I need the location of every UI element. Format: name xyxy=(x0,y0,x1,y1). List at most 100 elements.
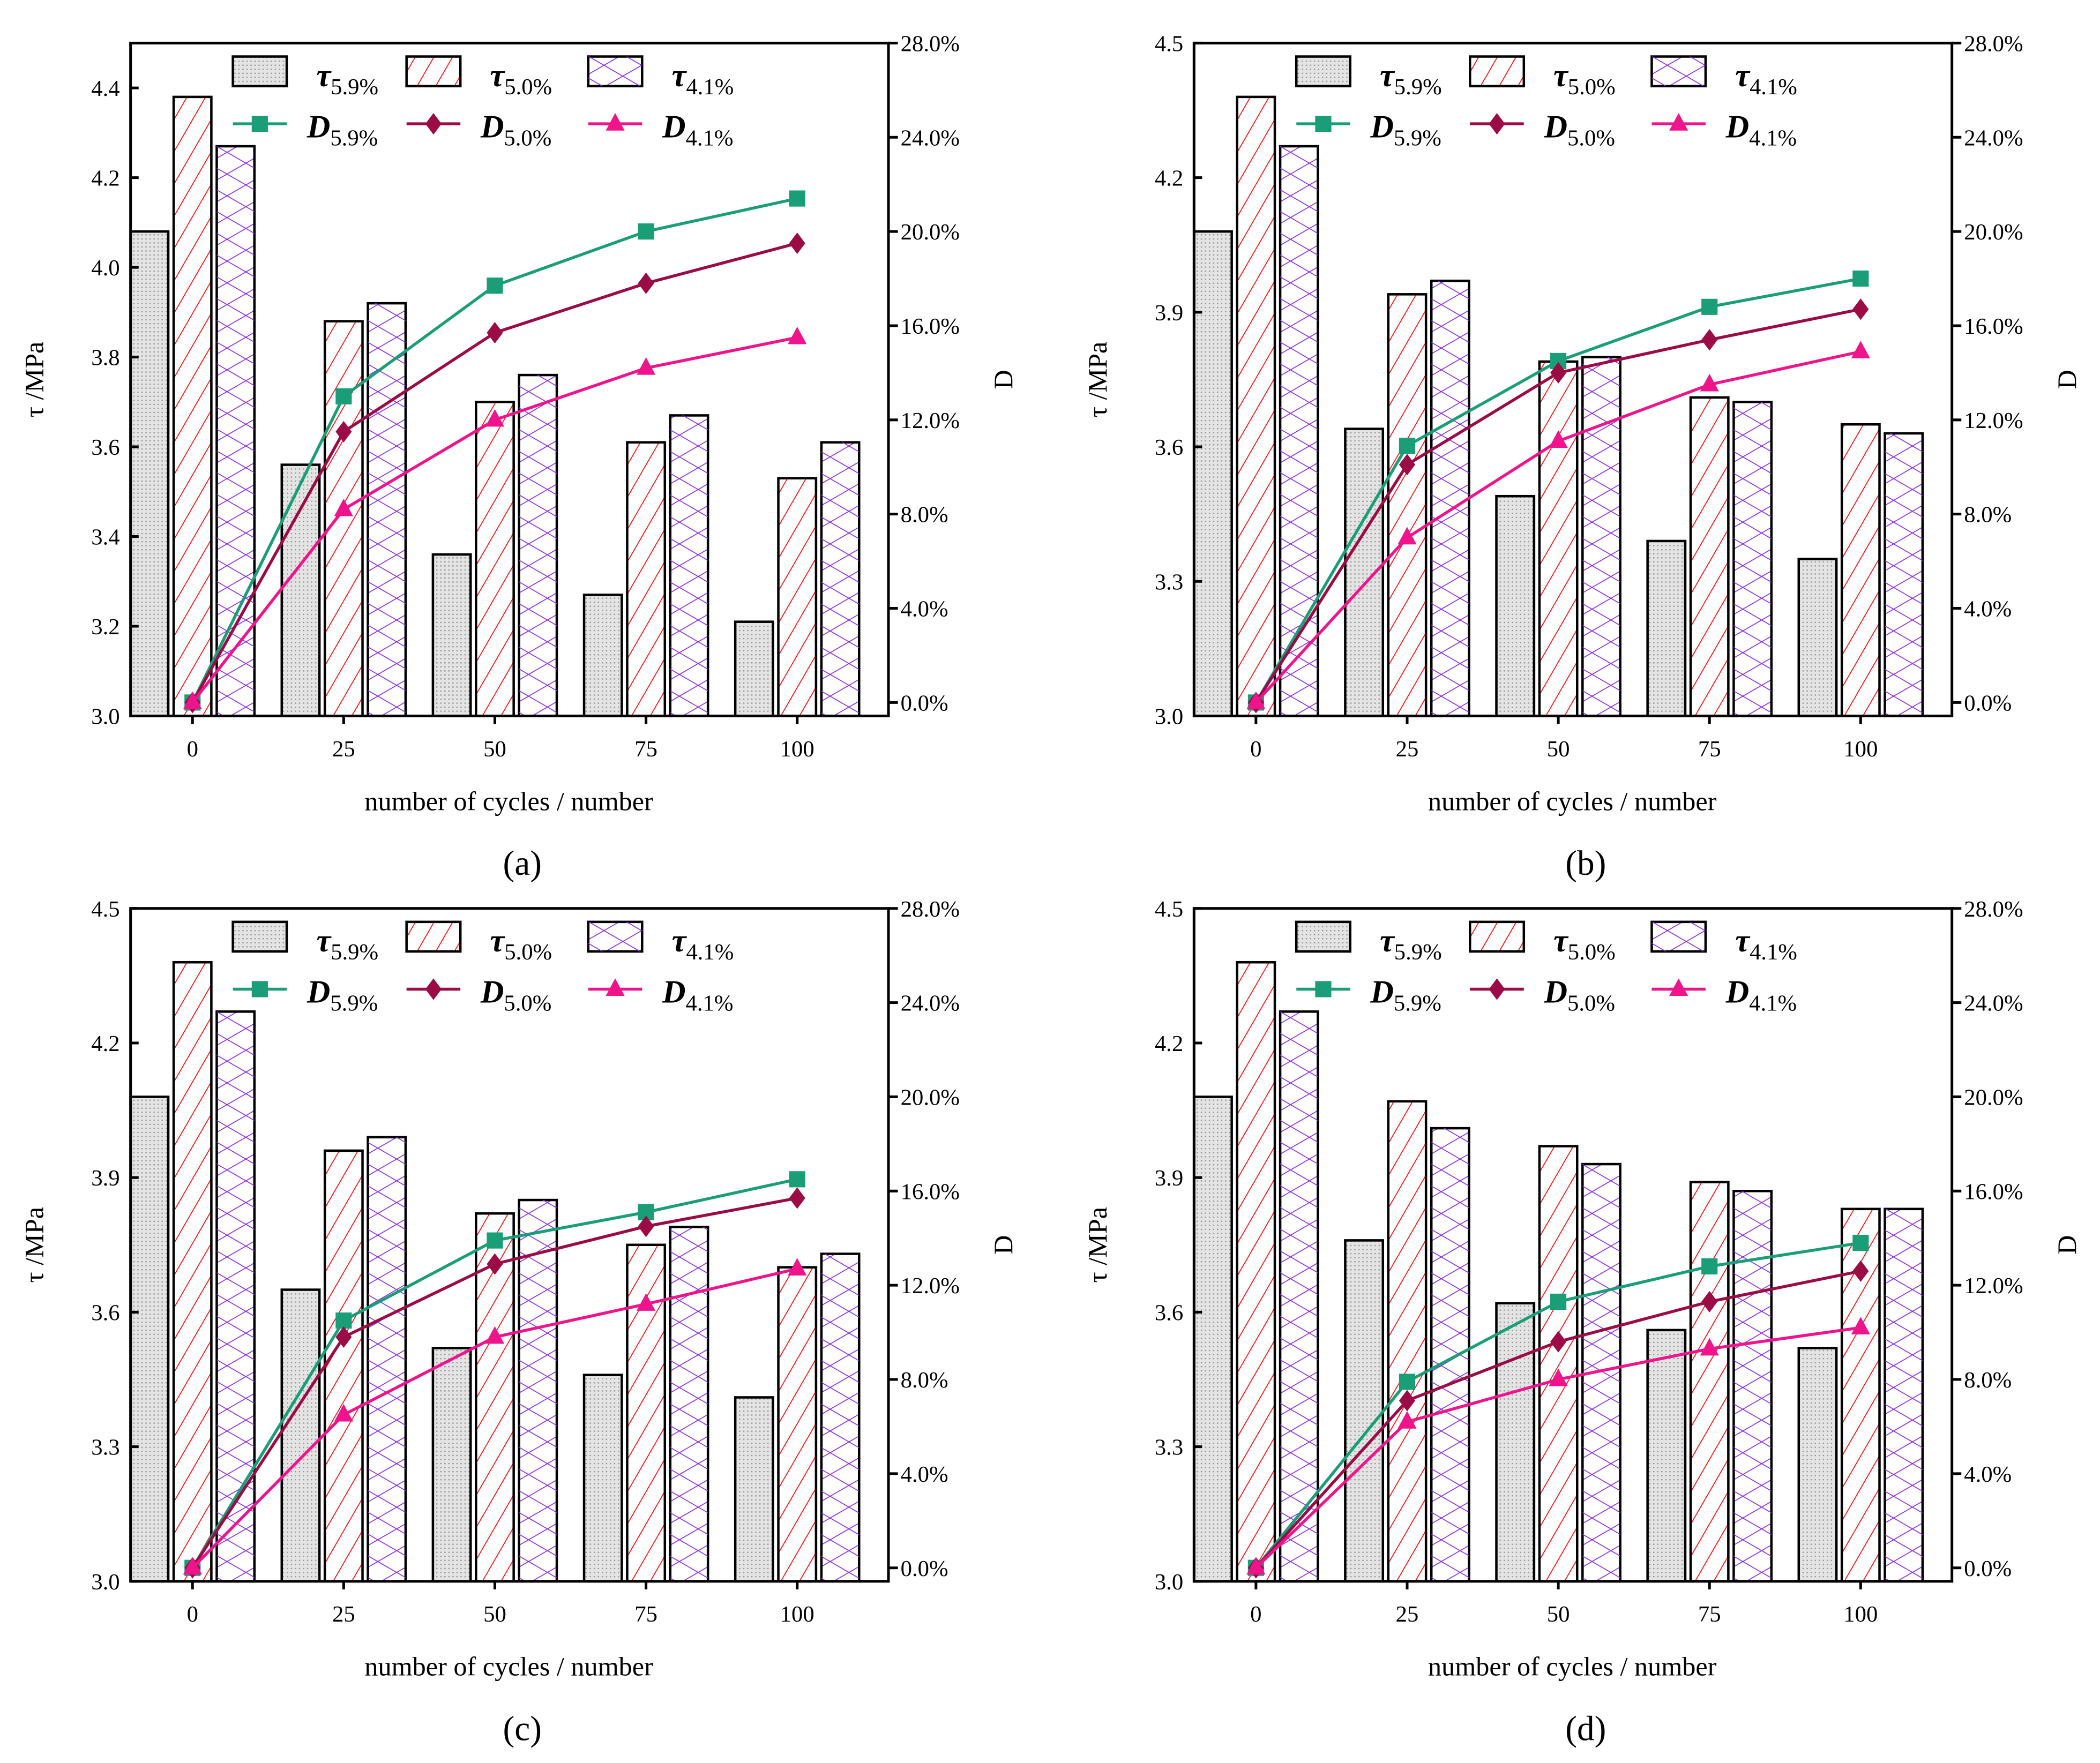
bar-crosshatch-overlay xyxy=(1431,281,1469,716)
x-tick-label: 100 xyxy=(1843,737,1878,762)
legend-symbol: D xyxy=(1543,109,1567,145)
y2-axis-label: D xyxy=(988,1235,1018,1255)
bar-crosshatch-overlay xyxy=(1582,357,1620,716)
legend-label-τ5.0%: τ5.0% xyxy=(490,58,552,100)
bar-crosshatch-overlay xyxy=(670,1227,708,1581)
legend-subscript: 5.0% xyxy=(504,125,551,151)
chart-panel-0: 3.0 3.2 3.4 3.6 3.8 4.0 4.2 4.4 0.0% 4.0% 8.0% 12.0… xyxy=(19,31,1018,882)
y2-tick-label: 20.0% xyxy=(901,1085,960,1111)
x-tick-label: 0 xyxy=(187,737,198,762)
legend-subscript: 4.1% xyxy=(1749,125,1797,151)
x-axis-label: number of cycles / number xyxy=(1428,786,1717,816)
bar-τ5.9% xyxy=(1344,1239,1385,1583)
point-D4.1% xyxy=(1246,1557,1266,1575)
plot-frame xyxy=(1192,41,1954,718)
y2-tick-label: 20.0% xyxy=(1964,1085,2023,1111)
bar-τ5.9% xyxy=(1797,558,1838,717)
y2-axis-label: D xyxy=(2052,1235,2082,1255)
x-tick-label: 0 xyxy=(187,1602,198,1627)
legend-subscript: 5.0% xyxy=(504,940,552,965)
bar-crosshatch-overlay xyxy=(670,415,708,716)
point-D5.0% xyxy=(1399,454,1416,476)
point-D5.0% xyxy=(1852,298,1869,320)
point-D5.0% xyxy=(789,232,805,254)
legend-label-D4.1%: D4.1% xyxy=(662,974,733,1016)
y2-tick-label: 20.0% xyxy=(901,220,960,245)
y2-tick-label: 12.0% xyxy=(1964,1273,2023,1299)
legend-marker-D5.9% xyxy=(251,981,268,997)
panel-label: (a) xyxy=(503,844,541,883)
bar-τ5.0% xyxy=(777,477,818,717)
legend-swatch-τ5.9% xyxy=(231,55,288,88)
legend-label-τ5.9%: τ5.9% xyxy=(316,923,378,965)
legend-swatch-overlay xyxy=(1651,921,1706,952)
bar-crosshatch-overlay xyxy=(519,1200,557,1581)
point-D5.9% xyxy=(789,1171,805,1188)
x-axis-label: number of cycles / number xyxy=(364,786,653,816)
point-D4.1% xyxy=(1700,1338,1719,1356)
legend-symbol: τ xyxy=(490,58,505,94)
panel-label: (d) xyxy=(1565,1709,1606,1748)
point-D5.9% xyxy=(487,277,503,294)
legend-marker-D5.9% xyxy=(251,116,268,132)
point-D5.0% xyxy=(1701,329,1718,351)
point-D5.9% xyxy=(1852,1234,1869,1251)
legend-subscript: 5.9% xyxy=(1394,125,1441,151)
y2-tick-label: 12.0% xyxy=(1964,408,2023,433)
y2-tick-label: 8.0% xyxy=(1964,502,2012,528)
y-tick-label: 3.9 xyxy=(1155,301,1183,326)
legend-symbol: τ xyxy=(1553,923,1569,959)
legend-marker-D5.0% xyxy=(425,978,442,1000)
bar-crosshatch-overlay xyxy=(1431,1128,1469,1581)
point-D5.0% xyxy=(487,322,503,344)
legend-label-D4.1%: D4.1% xyxy=(1725,109,1797,151)
legend-subscript: 5.0% xyxy=(1568,74,1616,100)
point-D5.0% xyxy=(638,1216,654,1237)
bar-crosshatch-overlay xyxy=(1733,402,1772,716)
point-D5.0% xyxy=(487,1253,503,1275)
point-D4.1% xyxy=(183,692,202,709)
legend-symbol: D xyxy=(662,109,686,145)
point-D5.0% xyxy=(638,272,654,294)
y2-tick-label: 16.0% xyxy=(901,314,960,339)
legend-subscript: 4.1% xyxy=(1749,991,1797,1016)
bar-τ5.0% xyxy=(1236,961,1276,1583)
legend-subscript: 5.0% xyxy=(504,74,552,100)
bar-τ5.0% xyxy=(323,1149,364,1583)
point-D4.1% xyxy=(1397,1411,1417,1429)
legend-symbol: D xyxy=(1370,974,1394,1010)
x-tick-label: 25 xyxy=(332,737,355,762)
bar-crosshatch-overlay xyxy=(821,442,860,716)
legend-swatch-τ5.0% xyxy=(1469,920,1526,953)
legend-label-D4.1%: D4.1% xyxy=(1725,974,1797,1016)
legend-swatch-τ5.0% xyxy=(405,920,462,953)
x-tick-label: 75 xyxy=(634,1602,657,1627)
legend-swatch-τ5.9% xyxy=(231,920,288,953)
x-axis-label: number of cycles / number xyxy=(1428,1652,1717,1682)
bar-τ5.9% xyxy=(129,230,170,717)
y-tick-label: 3.0 xyxy=(1155,704,1183,730)
bar-crosshatch-overlay xyxy=(1733,1191,1772,1581)
legend-subscript: 5.9% xyxy=(331,74,378,100)
bar-τ5.0% xyxy=(1689,396,1730,717)
legend-label-τ5.9%: τ5.9% xyxy=(316,58,378,100)
legend-marker-D4.1% xyxy=(1669,978,1688,996)
bar-τ5.0% xyxy=(1387,293,1428,717)
y-axis-label: τ /MPa xyxy=(19,342,49,418)
point-D5.9% xyxy=(789,190,805,207)
bar-τ5.9% xyxy=(1495,1302,1536,1583)
x-tick-label: 100 xyxy=(1843,1602,1878,1627)
point-D4.1% xyxy=(1246,692,1266,709)
y-tick-label: 3.9 xyxy=(1155,1166,1183,1191)
y-tick-label: 4.2 xyxy=(1155,1031,1183,1056)
bar-crosshatch-overlay xyxy=(519,375,557,716)
legend-label-τ4.1%: τ4.1% xyxy=(672,923,734,965)
panel-label: (c) xyxy=(503,1709,541,1748)
legend-symbol: τ xyxy=(316,923,332,959)
bar-crosshatch-overlay xyxy=(368,1137,406,1581)
legend-symbol: D xyxy=(480,109,504,145)
point-D4.1% xyxy=(1700,373,1719,392)
legend-subscript: 4.1% xyxy=(686,940,734,965)
legend-label-τ5.0%: τ5.0% xyxy=(1553,923,1616,965)
plot-frame xyxy=(129,907,890,1583)
